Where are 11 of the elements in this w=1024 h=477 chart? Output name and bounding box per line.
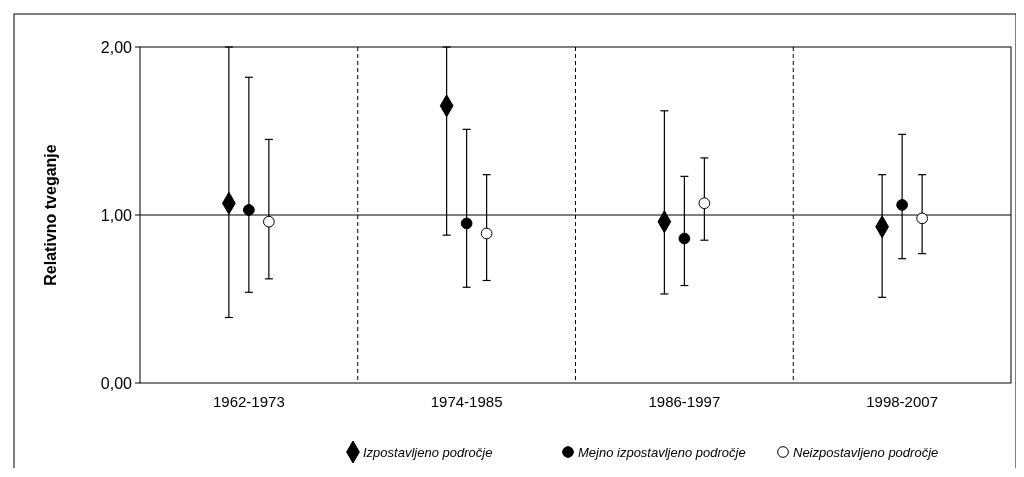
y-tick-label: 0,00 [100, 374, 133, 392]
legend-label: Mejno izpostavljeno področje [578, 445, 746, 460]
y-tick-label: 1,00 [100, 206, 133, 224]
y-axis-title: Relativno tveganje [42, 144, 59, 286]
x-tick-label: 1962-1973 [213, 393, 285, 410]
legend-label: Izpostavljeno področje [363, 445, 493, 460]
x-tick-label: 1974-1985 [430, 393, 503, 410]
x-tick-label: 1998-2007 [866, 393, 938, 410]
y-tick-label: 2,00 [100, 38, 133, 56]
x-tick-label: 1986-1997 [648, 393, 721, 410]
legend-label: Neizpostavljeno področje [793, 445, 939, 460]
